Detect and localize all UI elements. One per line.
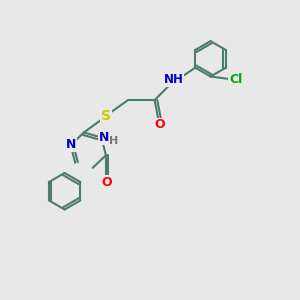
Text: H: H	[109, 136, 119, 146]
Text: N: N	[66, 138, 76, 151]
Text: Cl: Cl	[229, 73, 242, 86]
Text: N: N	[99, 131, 109, 144]
Text: S: S	[101, 109, 111, 123]
Text: O: O	[154, 118, 165, 131]
Text: O: O	[101, 176, 112, 189]
Text: NH: NH	[164, 73, 184, 86]
